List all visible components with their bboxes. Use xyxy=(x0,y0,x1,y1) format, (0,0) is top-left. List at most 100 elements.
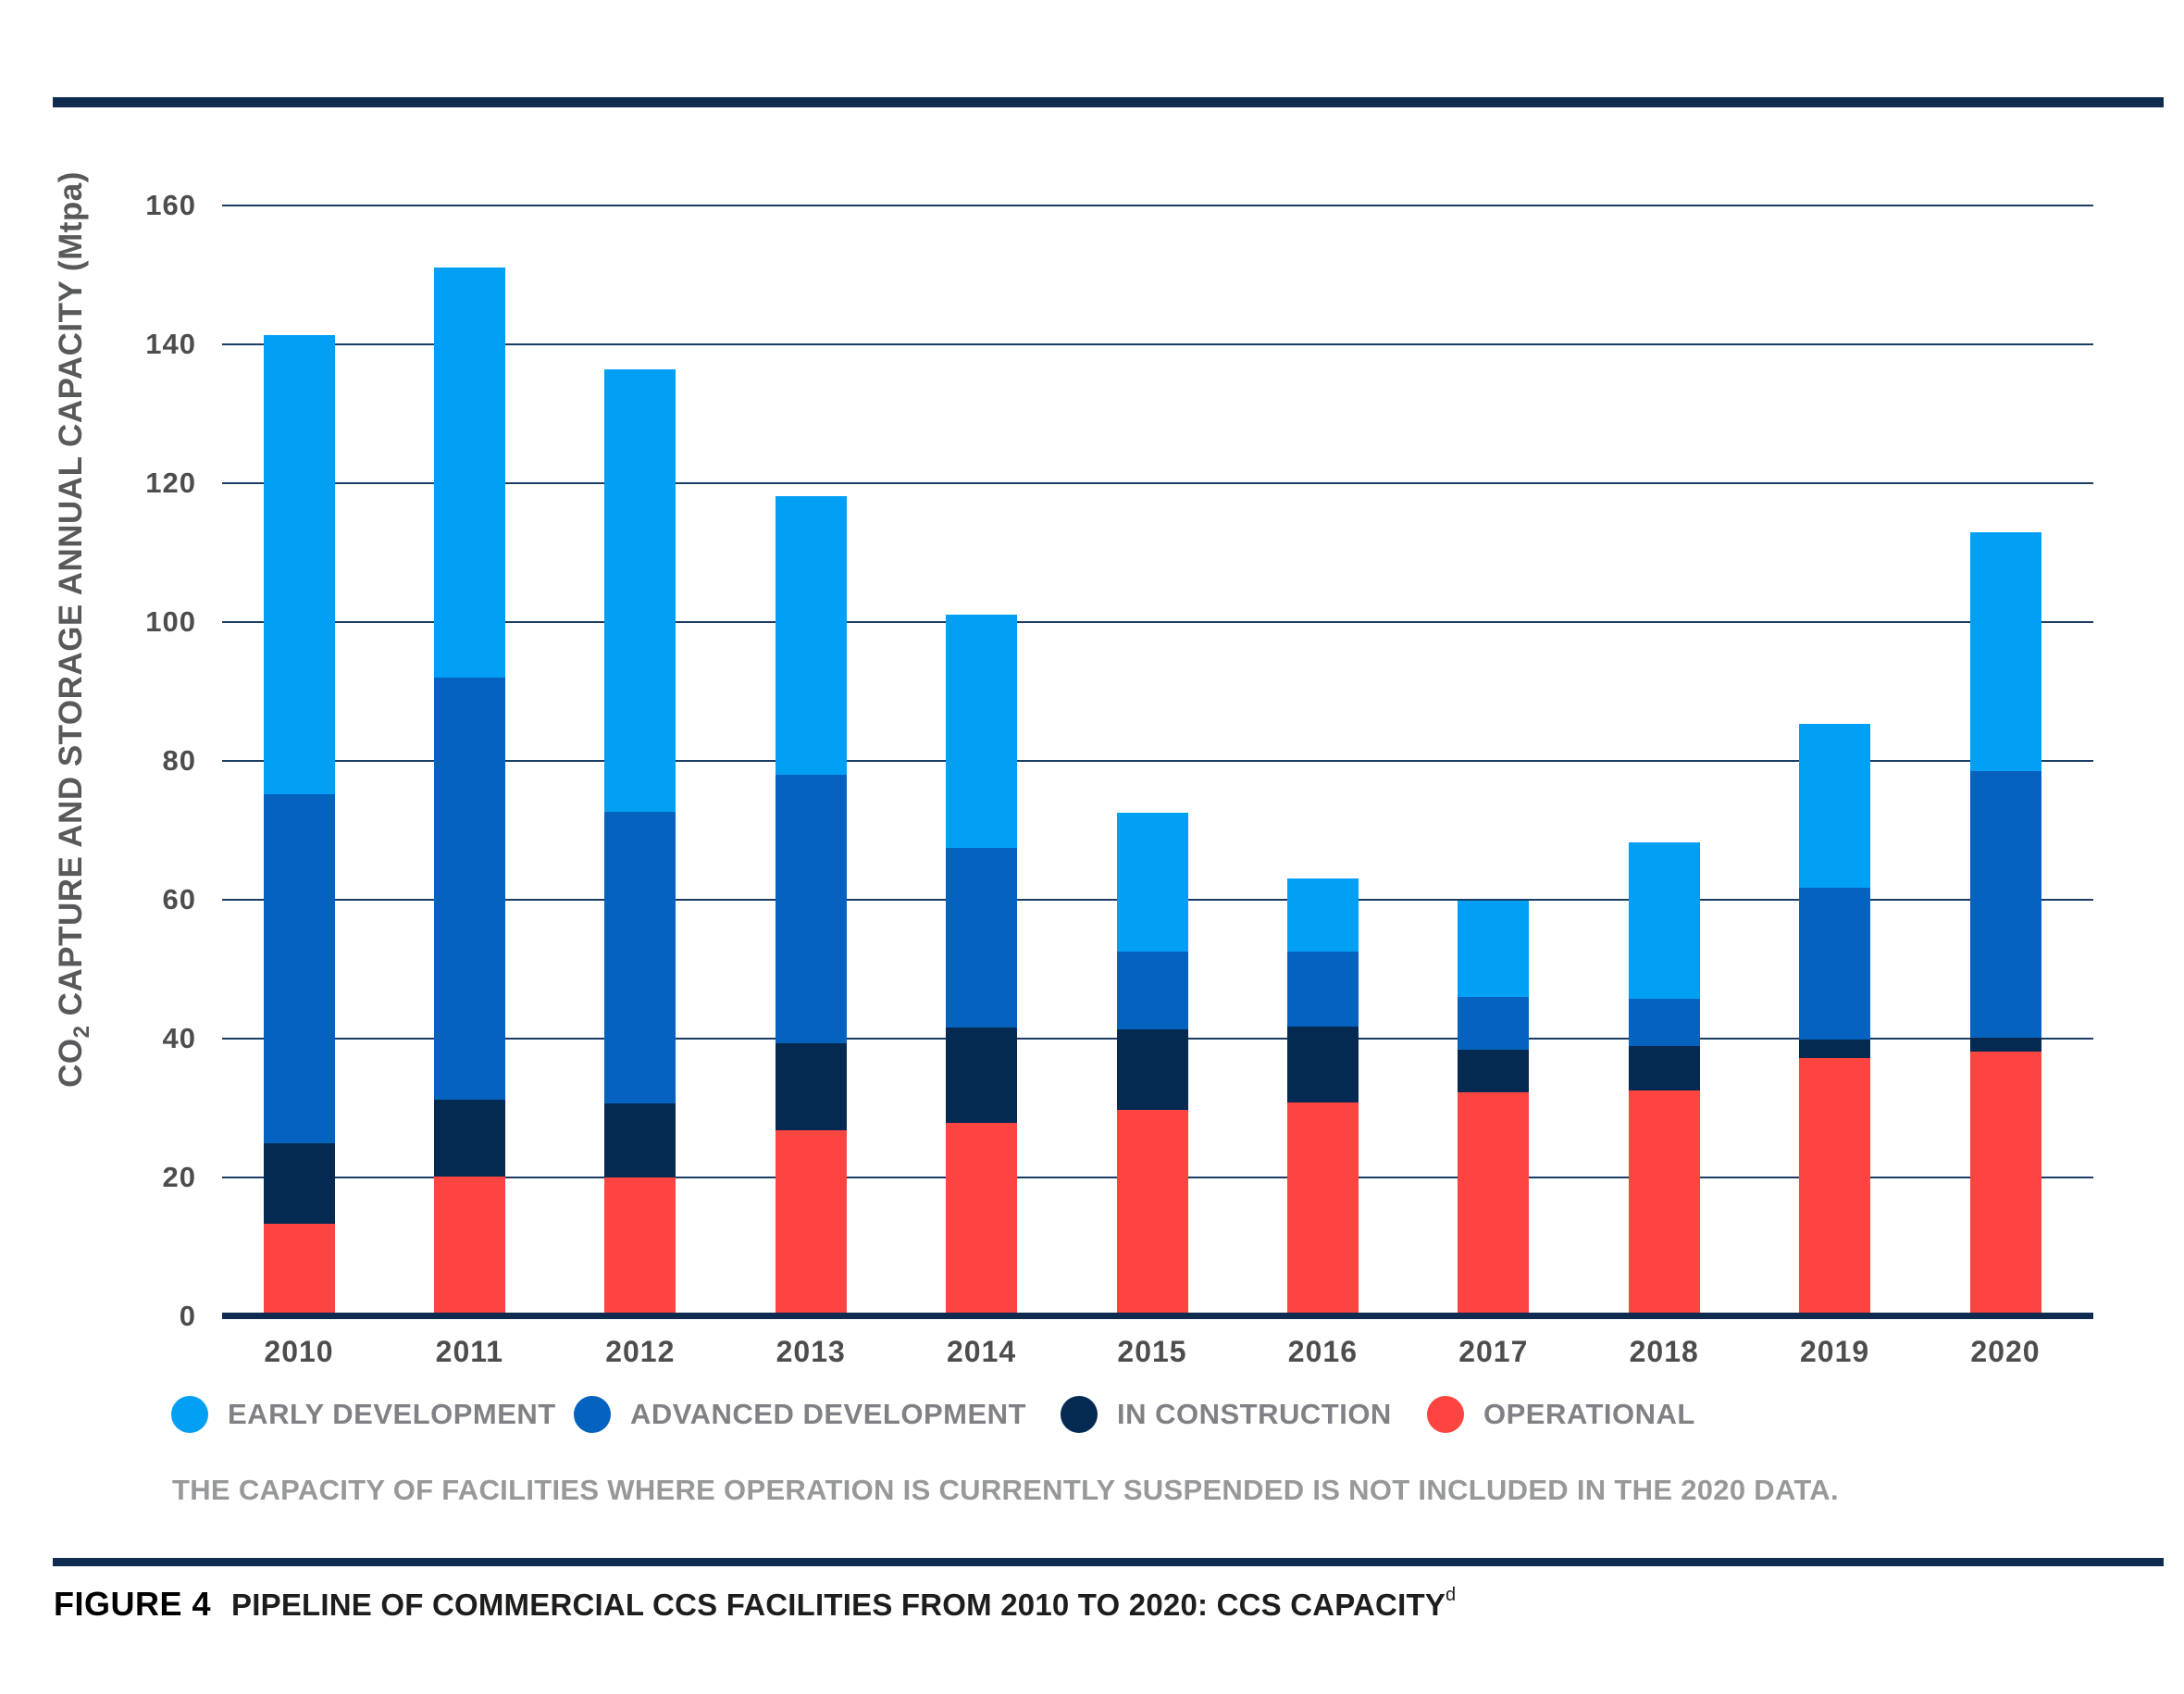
bar-segment-in-construction xyxy=(1116,1029,1188,1111)
y-tick-label: 20 xyxy=(162,1161,196,1193)
legend-label: EARLY DEVELOPMENT xyxy=(228,1398,556,1430)
x-tick-label-2014: 2014 xyxy=(947,1335,1017,1368)
bar-segment-operational xyxy=(433,1177,505,1316)
x-tick-label-2017: 2017 xyxy=(1458,1335,1529,1368)
y-tick-label: 140 xyxy=(145,328,196,360)
bar-segment-advanced-development xyxy=(775,775,847,1043)
x-tick-label-2012: 2012 xyxy=(605,1335,676,1368)
bar-segment-early-development xyxy=(1969,531,2041,772)
bar-2020 xyxy=(1969,531,2041,1316)
bar-segment-in-construction xyxy=(1628,1046,1700,1090)
bar-segment-in-construction xyxy=(1799,1039,1871,1058)
bar-segment-advanced-development xyxy=(433,678,505,1100)
bar-segment-operational xyxy=(946,1122,1018,1316)
bar-2019 xyxy=(1799,723,1871,1316)
bar-segment-advanced-development xyxy=(604,811,676,1103)
gridline xyxy=(222,205,2093,206)
bar-2012 xyxy=(604,369,676,1316)
y-tick-label: 40 xyxy=(162,1022,196,1054)
bar-segment-advanced-development xyxy=(1799,888,1871,1040)
legend-dot-icon xyxy=(1427,1396,1464,1433)
bar-2015 xyxy=(1116,812,1188,1316)
legend-dot-icon xyxy=(574,1396,611,1433)
y-tick-label: 0 xyxy=(179,1300,196,1332)
bar-segment-early-development xyxy=(604,369,676,812)
bar-segment-in-construction xyxy=(263,1143,335,1225)
legend-dot-icon xyxy=(1061,1396,1098,1433)
bar-segment-early-development xyxy=(1458,900,1530,997)
bar-segment-in-construction xyxy=(433,1100,505,1177)
legend-item-advanced-development: ADVANCED DEVELOPMENT xyxy=(574,1396,1026,1433)
y-tick-label: 120 xyxy=(145,467,196,499)
bar-2014 xyxy=(946,614,1018,1316)
legend-label: OPERATIONAL xyxy=(1483,1398,1695,1430)
bar-segment-operational xyxy=(604,1177,676,1316)
bar-segment-early-development xyxy=(263,334,335,794)
caption-superscript: d xyxy=(1446,1585,1457,1605)
bar-segment-advanced-development xyxy=(1969,771,2041,1038)
bar-2016 xyxy=(1286,878,1359,1316)
legend-dot-icon xyxy=(171,1396,208,1433)
bar-2010 xyxy=(263,334,335,1316)
gridline xyxy=(222,343,2093,345)
x-tick-label-2020: 2020 xyxy=(1970,1335,2041,1368)
legend-item-in-construction: IN CONSTRUCTION xyxy=(1061,1396,1392,1433)
legend-item-operational: OPERATIONAL xyxy=(1427,1396,1695,1433)
bar-segment-advanced-development xyxy=(263,794,335,1144)
caption-label: FIGURE 4 xyxy=(54,1585,212,1623)
bar-segment-operational xyxy=(1458,1091,1530,1316)
bar-segment-operational xyxy=(775,1130,847,1316)
bar-2017 xyxy=(1458,900,1530,1316)
footnote-text: THE CAPACITY OF FACILITIES WHERE OPERATI… xyxy=(172,1474,1839,1506)
bar-segment-operational xyxy=(1286,1102,1359,1316)
bar-segment-early-development xyxy=(1628,841,1700,999)
bar-segment-operational xyxy=(1799,1058,1871,1316)
caption-title: PIPELINE OF COMMERCIAL CCS FACILITIES FR… xyxy=(231,1588,1446,1622)
bar-segment-operational xyxy=(263,1224,335,1316)
bottom-rule xyxy=(53,1558,2164,1566)
bar-segment-in-construction xyxy=(775,1042,847,1130)
bar-segment-operational xyxy=(1628,1090,1700,1316)
bar-segment-advanced-development xyxy=(1286,952,1359,1027)
y-tick-label: 160 xyxy=(145,189,196,221)
bar-2013 xyxy=(775,495,847,1316)
bar-segment-in-construction xyxy=(1286,1026,1359,1102)
x-tick-label-2016: 2016 xyxy=(1287,1335,1358,1368)
bar-segment-advanced-development xyxy=(946,847,1018,1028)
legend-label: ADVANCED DEVELOPMENT xyxy=(630,1398,1026,1430)
bar-2018 xyxy=(1628,841,1700,1316)
gridline xyxy=(222,482,2093,484)
bar-segment-early-development xyxy=(1799,723,1871,889)
x-tick-label-2011: 2011 xyxy=(435,1335,504,1368)
y-tick-label: 60 xyxy=(162,883,196,916)
bar-segment-early-development xyxy=(1116,812,1188,952)
x-tick-label-2010: 2010 xyxy=(264,1335,334,1368)
x-axis-baseline xyxy=(222,1313,2093,1319)
legend-item-early-development: EARLY DEVELOPMENT xyxy=(171,1396,556,1433)
legend-label: IN CONSTRUCTION xyxy=(1117,1398,1392,1430)
gridline xyxy=(222,621,2093,623)
bar-segment-in-construction xyxy=(946,1028,1018,1123)
bar-segment-operational xyxy=(1969,1051,2041,1316)
bar-segment-advanced-development xyxy=(1116,951,1188,1030)
top-rule xyxy=(53,97,2164,107)
x-tick-label-2013: 2013 xyxy=(776,1335,846,1368)
gridline xyxy=(222,760,2093,762)
x-tick-label-2019: 2019 xyxy=(1800,1335,1870,1368)
y-tick-label: 80 xyxy=(162,744,196,777)
bar-segment-early-development xyxy=(1286,878,1359,953)
bar-segment-in-construction xyxy=(1458,1050,1530,1092)
bar-segment-early-development xyxy=(946,614,1018,848)
x-tick-label-2018: 2018 xyxy=(1629,1335,1699,1368)
y-tick-label: 100 xyxy=(145,605,196,638)
bar-segment-advanced-development xyxy=(1458,997,1530,1050)
x-tick-label-2015: 2015 xyxy=(1117,1335,1187,1368)
bar-segment-early-development xyxy=(433,267,505,678)
bar-segment-advanced-development xyxy=(1628,998,1700,1047)
bar-segment-in-construction xyxy=(604,1102,676,1177)
bar-segment-early-development xyxy=(775,495,847,775)
figure-caption: FIGURE 4 PIPELINE OF COMMERCIAL CCS FACIL… xyxy=(54,1585,1456,1624)
plot-area xyxy=(222,205,2093,1319)
bar-segment-in-construction xyxy=(1969,1037,2041,1052)
